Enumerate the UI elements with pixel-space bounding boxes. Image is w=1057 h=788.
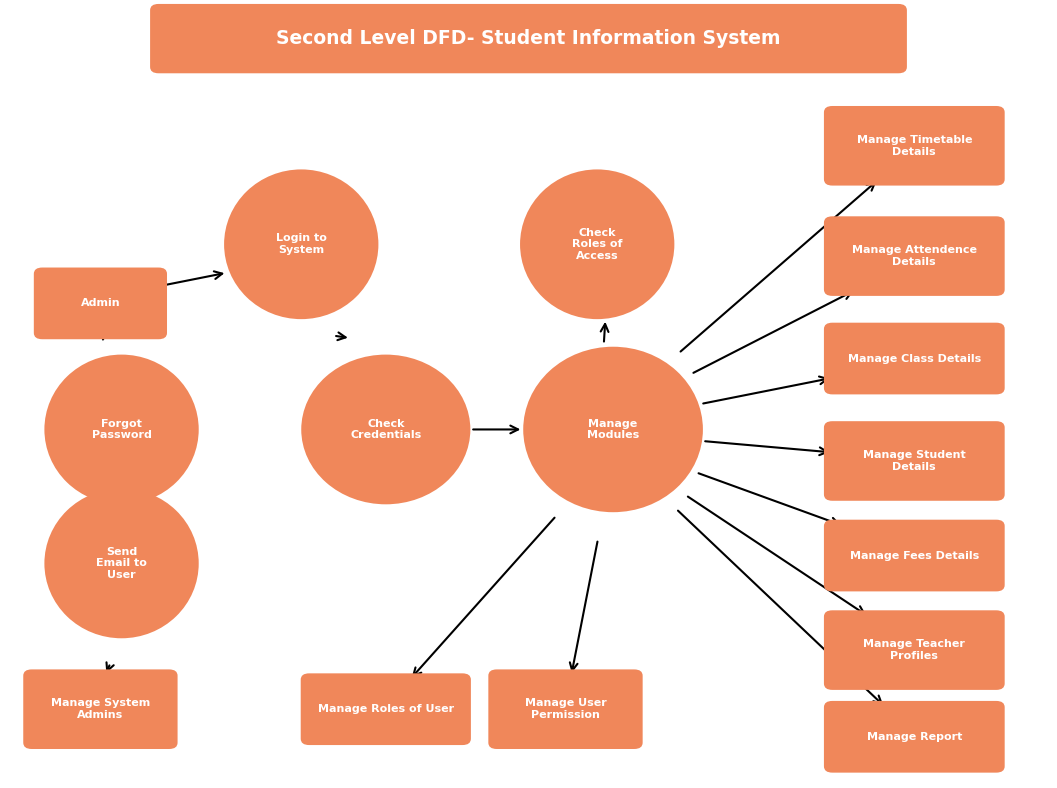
Text: Manage
Modules: Manage Modules <box>587 418 639 440</box>
FancyBboxPatch shape <box>824 106 1004 186</box>
Text: Forgot
Password: Forgot Password <box>92 418 151 440</box>
FancyBboxPatch shape <box>300 673 470 745</box>
Text: Send
Email to
User: Send Email to User <box>96 547 147 580</box>
FancyBboxPatch shape <box>824 701 1004 772</box>
Text: Admin: Admin <box>80 299 120 308</box>
Text: Manage Roles of User: Manage Roles of User <box>318 704 453 714</box>
FancyBboxPatch shape <box>824 421 1004 501</box>
Text: Manage Report: Manage Report <box>867 732 962 742</box>
FancyBboxPatch shape <box>34 268 167 339</box>
Text: Manage Teacher
Profiles: Manage Teacher Profiles <box>864 639 965 661</box>
FancyBboxPatch shape <box>150 4 907 73</box>
FancyBboxPatch shape <box>824 216 1004 296</box>
Text: Manage Class Details: Manage Class Details <box>848 354 981 363</box>
Text: Check
Roles of
Access: Check Roles of Access <box>572 228 623 261</box>
Ellipse shape <box>44 355 199 504</box>
Text: Manage Timetable
Details: Manage Timetable Details <box>856 135 972 157</box>
FancyBboxPatch shape <box>824 520 1004 591</box>
Text: Second Level DFD- Student Information System: Second Level DFD- Student Information Sy… <box>276 29 781 48</box>
Text: Manage User
Permission: Manage User Permission <box>524 698 607 720</box>
Text: Manage Student
Details: Manage Student Details <box>863 450 966 472</box>
FancyBboxPatch shape <box>488 669 643 749</box>
Text: Manage Attendence
Details: Manage Attendence Details <box>852 245 977 267</box>
Ellipse shape <box>520 169 674 319</box>
Text: Manage System
Admins: Manage System Admins <box>51 698 150 720</box>
Ellipse shape <box>301 355 470 504</box>
Ellipse shape <box>523 347 703 512</box>
Text: Check
Credentials: Check Credentials <box>350 418 422 440</box>
FancyBboxPatch shape <box>824 610 1004 690</box>
Text: Manage Fees Details: Manage Fees Details <box>850 551 979 560</box>
Text: Login to
System: Login to System <box>276 233 327 255</box>
Ellipse shape <box>224 169 378 319</box>
FancyBboxPatch shape <box>824 323 1004 394</box>
FancyBboxPatch shape <box>23 669 178 749</box>
Ellipse shape <box>44 489 199 638</box>
